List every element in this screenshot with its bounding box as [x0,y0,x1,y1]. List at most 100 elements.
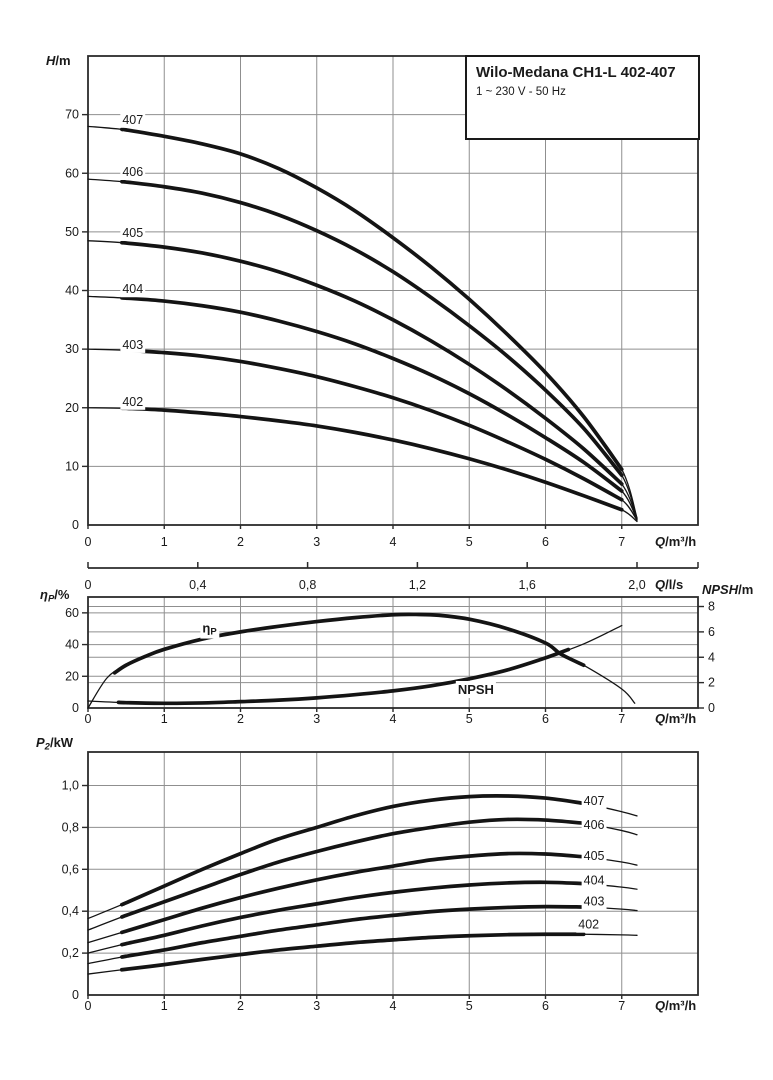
label-knockout [120,163,146,180]
curve-label-402: 402 [122,395,143,409]
power-x-axis-label: Q/m³/h [655,998,696,1013]
x-tick-label: 0 [85,999,92,1013]
label-knockout [120,336,146,353]
lps-tick-label: 0 [85,578,92,592]
y-tick-label: 0 [72,988,79,1002]
y-tick-label: 10 [65,459,79,473]
y2-tick-label: 4 [708,650,715,664]
x-tick-label: 6 [542,535,549,549]
y-tick-label: 20 [65,401,79,415]
curve-label-404: 404 [584,874,605,888]
curve-label-404: 404 [122,282,143,296]
curve-407 [119,794,586,907]
x-tick-label: 6 [542,999,549,1013]
x-tick-label: 0 [85,535,92,549]
curve-NPSH [116,647,571,706]
flow-scale-lps-axis: 0 0,4 0,8 1,2 1,6 2,0 [85,562,699,592]
curve-label-405: 405 [122,226,143,240]
curve-404 [119,880,586,947]
x-tick-label: 7 [618,999,625,1013]
lps-tick-label: 1,6 [519,578,536,592]
label-knockout [576,916,602,933]
x-tick-label: 2 [237,535,244,549]
lps-tick-label: 2,0 [628,578,645,592]
curve-404 [119,295,624,493]
curve-label-406: 406 [584,818,605,832]
x-tick-label: 1 [161,999,168,1013]
x-tick-label: 3 [313,999,320,1013]
curve-405 [119,240,624,486]
efficiency-y-axis-label: ηP/% [40,587,70,605]
lps-tick-label: 0,8 [299,578,316,592]
label-knockout [120,111,146,128]
lps-tick-label: 0,4 [189,578,206,592]
curve-label-: ηP [202,621,217,638]
curve-405 [119,851,586,935]
y-tick-label: 50 [65,225,79,239]
chart-efficiency-npsh: 0 1 2 3 4 5 6 7 0 20 40 60 0 2 4 6 8 ηP NPSH [65,596,715,726]
curve-407 [119,127,624,472]
x-tick-label: 2 [237,712,244,726]
label-knockout [120,281,146,298]
label-knockout [581,792,607,809]
x-tick-label: 5 [466,712,473,726]
curve-406 [119,179,624,478]
x-tick-label: 4 [390,712,397,726]
curve-efficiency [112,612,586,675]
y-tick-label: 0 [72,518,79,532]
curve-406 [119,817,586,919]
x-tick-label: 5 [466,535,473,549]
x-tick-label: 0 [85,712,92,726]
y2-tick-label: 6 [708,625,715,639]
y-tick-label: 40 [65,284,79,298]
curve-label-403: 403 [584,895,605,909]
curve-label-405: 405 [584,849,605,863]
label-knockout [581,872,607,889]
x-tick-label: 4 [390,535,397,549]
x-tick-label: 1 [161,712,168,726]
head-x-axis-label: Q/m³/h [655,534,696,549]
curve-label-407: 407 [584,794,605,808]
x-tick-label: 2 [237,999,244,1013]
title-box-frame [465,55,700,140]
label-knockout [200,619,220,639]
curve-403 [119,904,586,959]
label-knockout [455,680,496,698]
y-tick-label: 60 [65,166,79,180]
y-tick-label: 1,0 [62,779,79,793]
chart-title: Wilo-Medana CH1-L 402-407 [476,64,676,81]
y-tick-label: 0,8 [62,820,79,834]
label-knockout [581,847,607,864]
x-tick-label: 6 [542,712,549,726]
efficiency-x-axis-label: Q/m³/h [655,711,696,726]
label-knockout [120,224,146,241]
curve-label-NPSH: NPSH [458,682,494,697]
chart-subtitle: 1 ~ 230 V - 50 Hz [476,86,566,98]
y2-tick-label: 2 [708,676,715,690]
label-knockout [120,393,146,410]
title-box: Wilo-Medana CH1-L 402-407 1 ~ 230 V - 50… [465,55,700,140]
y-tick-label: 0,6 [62,862,79,876]
curve-403 [119,348,624,502]
y-tick-label: 20 [65,669,79,683]
y-tick-label: 0,4 [62,904,79,918]
power-y-axis-label: P2/kW [36,735,74,753]
y-tick-label: 30 [65,342,79,356]
curve-402 [119,932,586,972]
label-knockout [581,816,607,833]
y-tick-label: 60 [65,606,79,620]
y-tick-label: 0 [72,701,79,715]
chart-power-vs-flow: 0 1 2 3 4 5 6 7 0 0,2 0,4 0,6 0,8 1,0 407 406 405 404 403 4… [62,751,699,1013]
x-tick-label: 4 [390,999,397,1013]
label-knockout [581,893,607,910]
curve-label-403: 403 [122,338,143,352]
x-tick-label: 3 [313,535,320,549]
head-y-axis-label: H/m [46,53,71,68]
y2-tick-label: 8 [708,600,715,614]
x-tick-label: 7 [618,712,625,726]
x-tick-label: 1 [161,535,168,549]
curve-label-402: 402 [578,918,599,932]
